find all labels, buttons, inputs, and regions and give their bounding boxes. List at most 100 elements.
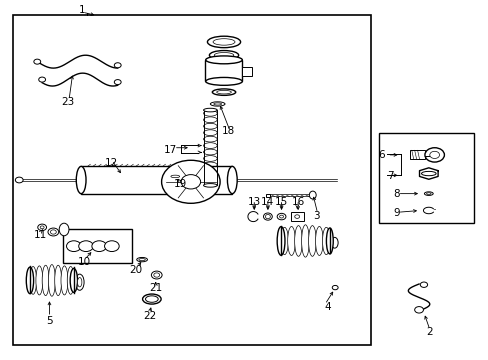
Circle shape [181,175,200,189]
Ellipse shape [203,156,217,161]
Text: 13: 13 [247,197,260,207]
Text: 10: 10 [78,257,91,267]
Ellipse shape [309,191,316,199]
Bar [242,67,251,76]
Ellipse shape [76,166,86,194]
Ellipse shape [38,224,46,230]
Circle shape [39,77,45,82]
Ellipse shape [265,215,270,219]
Ellipse shape [210,102,224,106]
Text: 15: 15 [274,197,287,207]
Ellipse shape [48,265,55,296]
Ellipse shape [67,266,74,294]
Ellipse shape [203,143,217,148]
Ellipse shape [77,278,81,287]
Circle shape [429,151,439,158]
Ellipse shape [227,166,237,194]
Ellipse shape [203,149,217,155]
Ellipse shape [42,265,49,296]
Ellipse shape [209,50,238,60]
Text: 16: 16 [291,197,304,207]
Ellipse shape [263,213,272,220]
Text: 22: 22 [142,311,156,321]
Ellipse shape [280,227,288,255]
Ellipse shape [50,230,56,234]
Bar [266,194,270,197]
Ellipse shape [315,226,323,256]
Text: 2: 2 [426,327,432,337]
Ellipse shape [55,265,61,296]
Text: 3: 3 [313,211,319,221]
Ellipse shape [203,136,217,142]
Bar [290,212,303,221]
Ellipse shape [205,77,242,85]
Text: 17: 17 [163,144,177,154]
Ellipse shape [213,103,221,105]
Ellipse shape [287,226,295,256]
Text: 5: 5 [46,316,53,325]
Ellipse shape [331,285,337,290]
Ellipse shape [207,36,240,48]
Bar [81,166,232,194]
Circle shape [79,241,93,252]
Ellipse shape [203,181,217,187]
Ellipse shape [212,89,235,95]
Ellipse shape [326,228,332,254]
Ellipse shape [279,215,283,218]
Ellipse shape [277,227,285,255]
Ellipse shape [48,228,59,236]
Ellipse shape [330,237,337,248]
Ellipse shape [139,258,145,261]
Ellipse shape [203,168,217,174]
Ellipse shape [203,130,217,135]
Ellipse shape [322,227,329,255]
Text: 14: 14 [261,197,274,207]
Ellipse shape [203,162,217,168]
Text: 11: 11 [34,230,47,239]
Ellipse shape [145,296,158,302]
Ellipse shape [294,215,299,219]
Bar [409,150,424,159]
Ellipse shape [30,266,37,294]
Ellipse shape [301,225,308,257]
Ellipse shape [203,184,217,187]
Text: 4: 4 [324,302,330,312]
Bar [63,229,132,263]
Ellipse shape [203,111,217,116]
Circle shape [114,80,121,85]
Ellipse shape [203,175,217,181]
Text: 20: 20 [129,265,142,275]
Ellipse shape [40,226,44,229]
Ellipse shape [216,90,231,94]
Ellipse shape [414,307,423,313]
Text: 6: 6 [378,150,385,160]
Text: 8: 8 [392,189,399,199]
Circle shape [424,148,444,162]
Ellipse shape [426,193,430,194]
Ellipse shape [151,271,162,279]
Bar [13,15,370,345]
Circle shape [161,160,220,203]
Text: 19: 19 [173,179,186,189]
Ellipse shape [294,226,302,256]
Text: 18: 18 [222,126,235,135]
Text: 12: 12 [105,158,118,168]
Ellipse shape [70,269,77,292]
Ellipse shape [36,266,43,295]
Ellipse shape [154,273,159,277]
Ellipse shape [214,53,233,58]
Ellipse shape [26,267,34,294]
Text: 7: 7 [386,171,393,181]
Ellipse shape [142,294,161,304]
Ellipse shape [203,123,217,129]
Text: 9: 9 [392,208,399,218]
Ellipse shape [419,282,427,287]
Text: 1: 1 [79,5,86,15]
Ellipse shape [205,56,242,64]
Ellipse shape [308,226,316,256]
Circle shape [34,59,41,64]
Text: 23: 23 [61,97,75,107]
Circle shape [104,241,119,252]
Ellipse shape [75,274,84,290]
Circle shape [66,241,81,252]
